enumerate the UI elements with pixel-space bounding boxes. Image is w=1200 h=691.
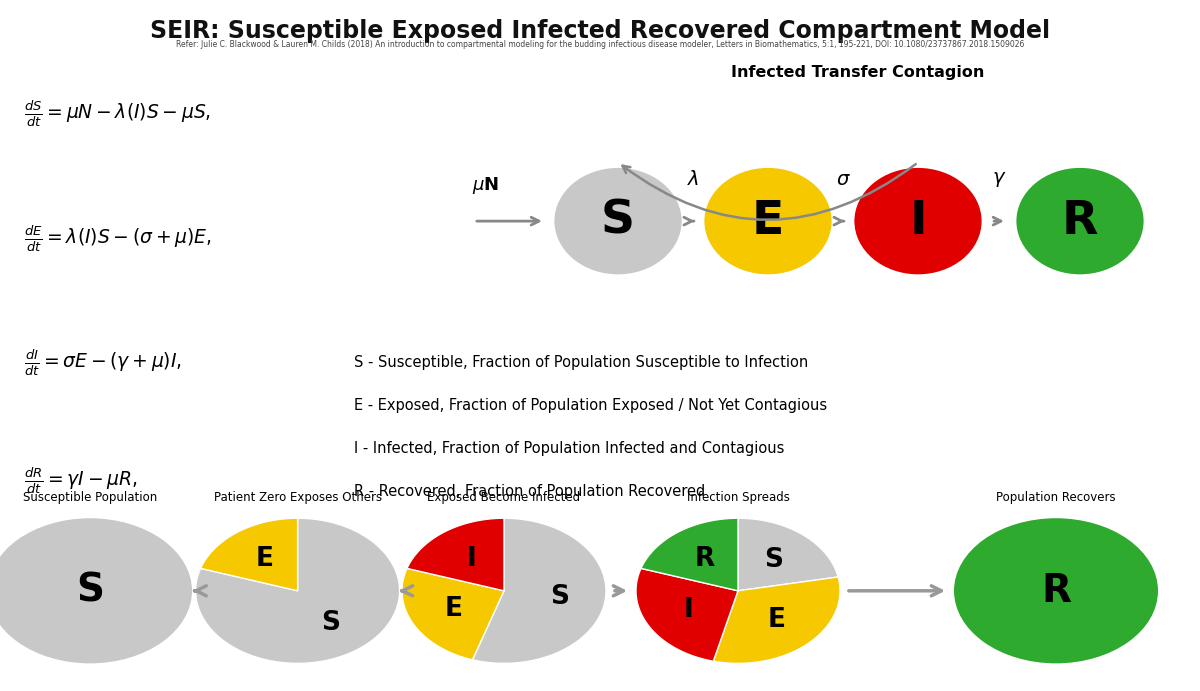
Text: R: R	[1042, 572, 1072, 609]
Text: S: S	[322, 610, 340, 636]
Text: Exposed Become Infected: Exposed Become Infected	[427, 491, 581, 504]
Ellipse shape	[0, 518, 192, 663]
Text: R: R	[1062, 198, 1098, 244]
Text: S - Susceptible, Fraction of Population Susceptible to Infection: S - Susceptible, Fraction of Population …	[354, 355, 809, 370]
Polygon shape	[713, 577, 840, 663]
Polygon shape	[200, 518, 298, 591]
Text: S: S	[764, 547, 784, 573]
Text: E: E	[752, 198, 784, 244]
Text: E: E	[445, 596, 463, 622]
Text: SEIR: Susceptible Exposed Infected Recovered Compartment Model: SEIR: Susceptible Exposed Infected Recov…	[150, 19, 1050, 44]
Text: E - Exposed, Fraction of Population Exposed / Not Yet Contagious: E - Exposed, Fraction of Population Expo…	[354, 398, 827, 413]
Ellipse shape	[636, 518, 840, 663]
Text: I: I	[684, 597, 694, 623]
Text: S: S	[550, 584, 569, 610]
Text: $\gamma$: $\gamma$	[992, 170, 1007, 189]
Text: S: S	[601, 198, 635, 244]
Ellipse shape	[704, 168, 832, 274]
Text: Infection Spreads: Infection Spreads	[686, 491, 790, 504]
Text: I: I	[466, 545, 476, 571]
Polygon shape	[641, 518, 738, 591]
Text: R - Recovered, Fraction of Population Recovered: R - Recovered, Fraction of Population Re…	[354, 484, 706, 499]
Text: I: I	[910, 198, 926, 244]
Text: Patient Zero Exposes Others: Patient Zero Exposes Others	[214, 491, 382, 504]
Ellipse shape	[402, 518, 606, 663]
Text: Population Recovers: Population Recovers	[996, 491, 1116, 504]
Text: $\mu$$\mathbf{N}$: $\mu$$\mathbf{N}$	[473, 175, 499, 196]
Text: S: S	[76, 572, 104, 609]
FancyArrowPatch shape	[623, 164, 916, 220]
Text: Infected Transfer Contagion: Infected Transfer Contagion	[731, 65, 985, 80]
Text: Refer: Julie C. Blackwood & Lauren M. Childs (2018) An introduction to compartme: Refer: Julie C. Blackwood & Lauren M. Ch…	[176, 40, 1024, 49]
Polygon shape	[636, 569, 738, 661]
Polygon shape	[407, 518, 504, 591]
Text: E: E	[256, 545, 274, 571]
Text: $\sigma$: $\sigma$	[836, 170, 851, 189]
Ellipse shape	[854, 168, 982, 274]
Text: E: E	[768, 607, 786, 633]
Text: $\frac{dI}{dt} = \sigma E - (\gamma + \mu)I,$: $\frac{dI}{dt} = \sigma E - (\gamma + \m…	[24, 348, 182, 378]
Polygon shape	[738, 518, 838, 591]
Text: Susceptible Population: Susceptible Population	[23, 491, 157, 504]
Polygon shape	[196, 518, 400, 663]
Ellipse shape	[196, 518, 400, 663]
Text: I - Infected, Fraction of Population Infected and Contagious: I - Infected, Fraction of Population Inf…	[354, 441, 785, 456]
Text: R: R	[695, 545, 715, 571]
Text: $\frac{dE}{dt} = \lambda(I)S - (\sigma + \mu)E,$: $\frac{dE}{dt} = \lambda(I)S - (\sigma +…	[24, 223, 211, 254]
Polygon shape	[402, 569, 504, 660]
Ellipse shape	[554, 168, 682, 274]
Ellipse shape	[1016, 168, 1144, 274]
Polygon shape	[473, 518, 606, 663]
Text: $\frac{dS}{dt} = \mu N - \lambda(I)S - \mu S,$: $\frac{dS}{dt} = \mu N - \lambda(I)S - \…	[24, 99, 211, 129]
Text: $\frac{dR}{dt} = \gamma I - \mu R,$: $\frac{dR}{dt} = \gamma I - \mu R,$	[24, 465, 138, 495]
Text: $\lambda$: $\lambda$	[688, 170, 700, 189]
Ellipse shape	[954, 518, 1158, 663]
